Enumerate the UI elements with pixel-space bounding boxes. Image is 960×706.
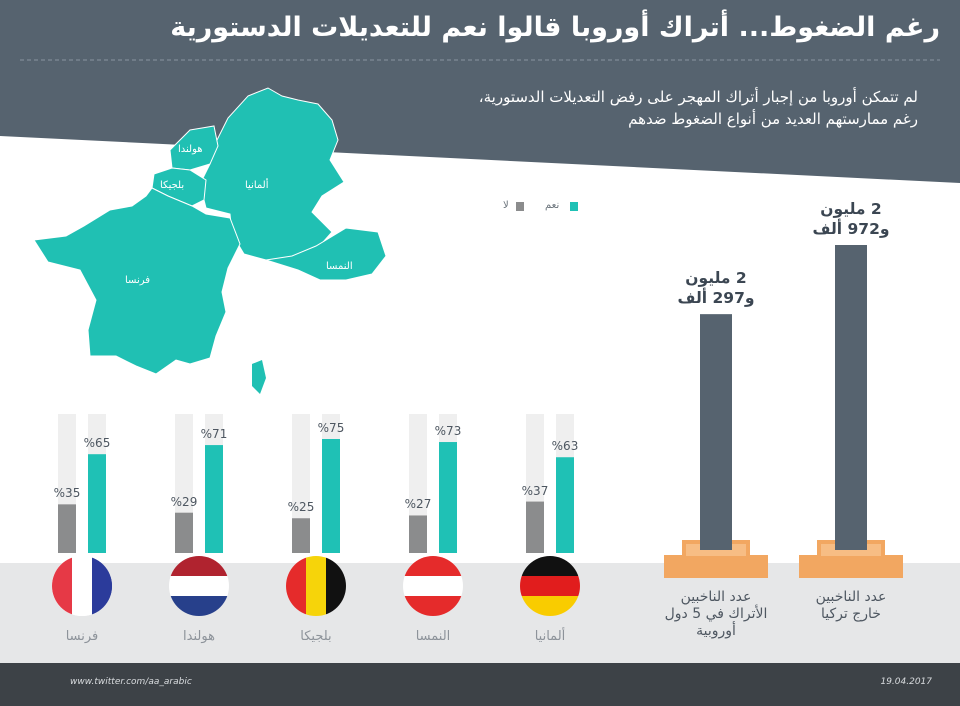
- map-label-belgium: بلجيكا: [160, 180, 185, 191]
- footer: www.twitter.com/aa_arabic 19.04.2017: [0, 663, 960, 706]
- austria-shape: [265, 227, 387, 281]
- page-subtitle: لم تتمكن أوروبا من إجبار أتراك المهجر عل…: [318, 86, 918, 130]
- label-yes: %75: [317, 421, 345, 435]
- voter-value-line1: 2 مليون: [820, 200, 882, 218]
- voter-category-line: عدد الناخبين: [680, 589, 752, 605]
- map-label-france: فرنسا: [125, 275, 151, 286]
- belgium-flag: [286, 556, 346, 616]
- voter-value-label: 2 مليون و972 ألف: [791, 199, 911, 239]
- voter-bars: [664, 245, 903, 578]
- country-name: النمسا: [415, 629, 451, 644]
- label-yes: %63: [551, 439, 579, 454]
- voter-value-line2: و297 ألف: [677, 289, 755, 308]
- bar-no: [175, 512, 193, 553]
- label-no: %27: [404, 497, 432, 512]
- legend-yes-swatch: [570, 202, 578, 211]
- subtitle-line-2: رغم ممارستهم العديد من أنواع الضغوط ضدهم: [628, 110, 918, 128]
- austria-flag: [403, 556, 463, 616]
- footer-date: 19.04.2017: [880, 677, 932, 687]
- voter-value-line2: و972 ألف: [812, 220, 890, 238]
- country-name: بلجيكا: [300, 629, 332, 644]
- voter-category-line: الأتراك في 5 دول: [664, 606, 768, 622]
- germany-flag: [520, 556, 580, 616]
- label-yes: %71: [200, 427, 228, 442]
- legend-no-swatch: [516, 202, 524, 211]
- map-label-netherlands: هولندا: [178, 144, 203, 155]
- country-name: هولندا: [183, 629, 215, 644]
- bar-no: [58, 504, 76, 553]
- label-no: %29: [170, 494, 198, 509]
- voter-bar-front: [835, 245, 867, 550]
- country-name: ألمانيا: [534, 629, 566, 644]
- legend-yes-label: نعم: [545, 200, 560, 211]
- bar-yes: [322, 439, 340, 553]
- voter-category-line: عدد الناخبين: [815, 589, 887, 605]
- page-title: رغم الضغوط... أتراك أوروبا قالوا نعم للت…: [170, 12, 940, 43]
- bar-no: [526, 501, 544, 553]
- voter-bar-front: [700, 314, 732, 550]
- map-label-germany: ألمانيا: [245, 180, 269, 191]
- bar-no: [292, 518, 310, 553]
- voter-category-label: عدد الناخبين الأتراك في 5 دول أوروبية: [646, 589, 786, 640]
- label-yes: %65: [83, 436, 111, 451]
- footer-url[interactable]: www.twitter.com/aa_arabic: [70, 677, 192, 687]
- bar-yes: [439, 442, 457, 553]
- voter-category-label: عدد الناخبين خارج تركيا: [781, 589, 921, 623]
- country-bars: [52, 414, 580, 616]
- bottom-band: [0, 563, 960, 663]
- voter-value-line1: 2 مليون: [685, 269, 747, 288]
- country-name: فرنسا: [65, 629, 99, 644]
- label-yes: %73: [434, 424, 462, 439]
- voter-value-label: 2 مليون و297 ألف: [656, 268, 776, 308]
- bar-yes: [556, 457, 574, 553]
- label-no: %35: [53, 486, 81, 501]
- netherlands-flag: [169, 556, 229, 616]
- bar-no: [409, 515, 427, 553]
- map-label-austria: النمسا: [326, 261, 353, 272]
- bar-yes: [205, 445, 223, 553]
- voter-category-line: أوروبية: [696, 623, 736, 639]
- voter-category-line: خارج تركيا: [821, 606, 881, 622]
- subtitle-line-1: لم تتمكن أوروبا من إجبار أتراك المهجر عل…: [478, 88, 918, 106]
- bar-yes: [88, 454, 106, 553]
- label-no: %25: [287, 500, 315, 515]
- france-flag: [52, 556, 112, 616]
- legend-no-label: لا: [503, 200, 509, 211]
- corsica-shape: [252, 360, 266, 394]
- label-no: %37: [521, 483, 549, 498]
- france-shape: [33, 187, 241, 375]
- europe-map: [33, 87, 387, 394]
